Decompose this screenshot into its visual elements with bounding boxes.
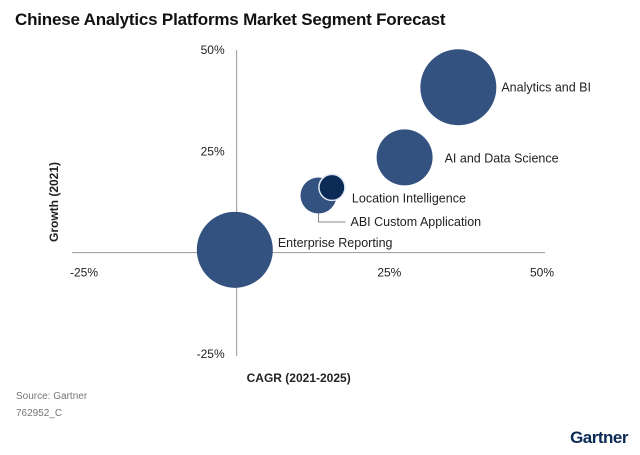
bubble-analytics-and-bi	[420, 49, 497, 126]
figure-id: 762952_C	[16, 408, 63, 419]
label-analytics-and-bi: Analytics and BI	[501, 80, 591, 94]
y-tick-label: 50%	[201, 43, 225, 57]
x-tick-label: 25%	[377, 266, 401, 280]
chart-title: Chinese Analytics Platforms Market Segme…	[15, 10, 446, 29]
label-abi-custom-application: ABI Custom Application	[350, 215, 481, 229]
y-tick-label: -25%	[197, 347, 225, 361]
bubble-abi-custom-application	[318, 173, 346, 202]
bubble-ai-and-data-science	[376, 129, 433, 186]
x-tick-label: -25%	[70, 266, 98, 280]
leader-line	[317, 213, 346, 223]
gartner-logo: Gartner	[570, 428, 628, 447]
label-ai-and-data-science: AI and Data Science	[445, 151, 559, 165]
x-tick-label: 50%	[530, 266, 554, 280]
source-note: Source: Gartner	[16, 391, 88, 402]
y-tick-label: 25%	[201, 144, 225, 158]
bubble-enterprise-reporting	[196, 211, 273, 288]
label-enterprise-reporting: Enterprise Reporting	[278, 236, 393, 250]
label-location-intelligence: Location Intelligence	[352, 192, 466, 206]
y-axis-label: Growth (2021)	[47, 162, 61, 242]
x-axis-label: CAGR (2021-2025)	[247, 371, 351, 385]
